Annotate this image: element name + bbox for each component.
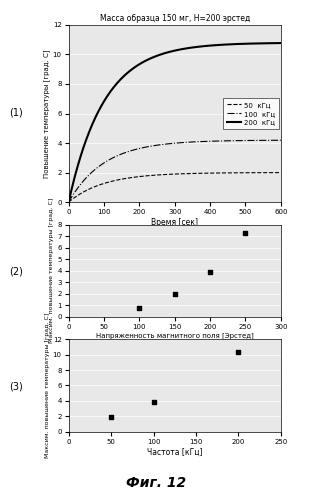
50  кГц xyxy=(236,170,240,176)
100  кГц xyxy=(88,171,92,177)
50  кГц xyxy=(279,170,283,176)
Line: 200  кГц: 200 кГц xyxy=(69,43,281,202)
100  кГц xyxy=(232,138,236,144)
Line: 50  кГц: 50 кГц xyxy=(69,173,281,202)
Text: (2): (2) xyxy=(9,267,23,277)
200  кГц xyxy=(232,41,236,47)
Text: Фиг. 12: Фиг. 12 xyxy=(126,476,186,490)
X-axis label: Частота [кГц]: Частота [кГц] xyxy=(147,448,202,457)
50  кГц xyxy=(212,170,216,176)
X-axis label: Время [сек]: Время [сек] xyxy=(151,218,198,227)
Point xyxy=(109,413,114,421)
Point xyxy=(172,290,177,298)
Y-axis label: Максим. повышение температуры [град. С]: Максим. повышение температуры [град. С] xyxy=(45,313,50,458)
Point xyxy=(243,229,248,237)
100  кГц xyxy=(67,199,71,205)
50  кГц xyxy=(67,199,71,205)
200  кГц xyxy=(279,40,283,46)
Text: (3): (3) xyxy=(9,382,23,392)
Point xyxy=(207,268,212,276)
Title: Масса образца 150 мг, H=200 эрстед: Масса образца 150 мг, H=200 эрстед xyxy=(100,14,250,23)
100  кГц xyxy=(236,138,240,144)
50  кГц xyxy=(88,186,92,192)
Text: (1): (1) xyxy=(9,107,23,117)
X-axis label: Напряженность магнитного поля [Эрстед]: Напряженность магнитного поля [Эрстед] xyxy=(96,333,254,339)
100  кГц xyxy=(160,142,164,148)
Y-axis label: Повышение температуры [град. С]: Повышение температуры [град. С] xyxy=(43,49,50,178)
50  кГц xyxy=(153,172,156,178)
50  кГц xyxy=(160,172,164,178)
200  кГц xyxy=(160,51,164,57)
50  кГц xyxy=(232,170,236,176)
200  кГц xyxy=(67,199,71,205)
Line: 100  кГц: 100 кГц xyxy=(69,140,281,202)
200  кГц xyxy=(153,54,156,60)
200  кГц xyxy=(236,41,240,47)
Legend: 50  кГц, 100  кГц, 200  кГц: 50 кГц, 100 кГц, 200 кГц xyxy=(223,98,279,129)
200  кГц xyxy=(212,42,216,48)
Point xyxy=(151,398,156,406)
100  кГц xyxy=(212,138,216,144)
Point xyxy=(236,348,241,356)
200  кГц xyxy=(88,126,92,132)
100  кГц xyxy=(279,137,283,143)
Point xyxy=(137,304,142,312)
100  кГц xyxy=(153,143,156,149)
Y-axis label: Максим. повышение температуры [град. С]: Максим. повышение температуры [град. С] xyxy=(49,198,54,343)
